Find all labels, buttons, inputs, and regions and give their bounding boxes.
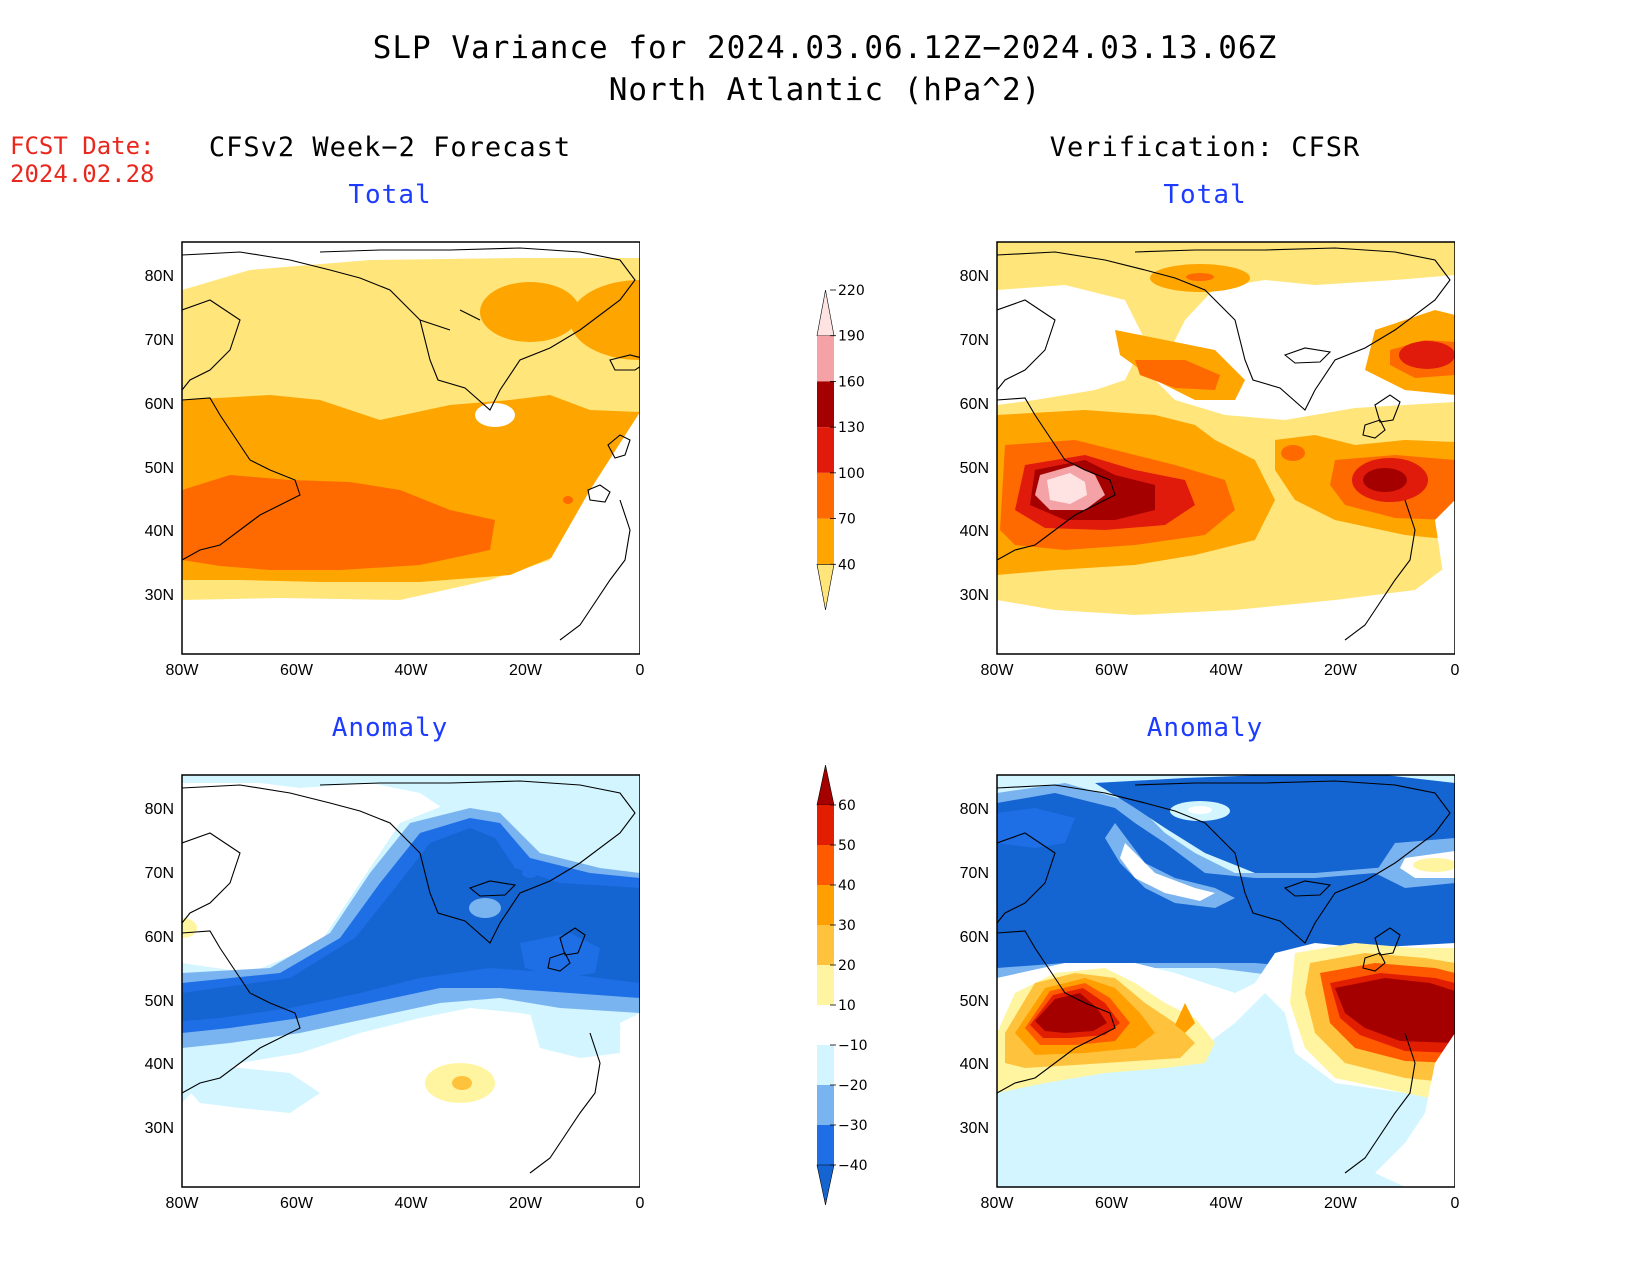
verification-total-lon-label: 20W [1324,662,1357,679]
verification-total-lat-label: 80N [959,268,989,286]
left-column-title: CFSv2 Week−2 Forecast [208,132,572,163]
colorbar-anomaly: −40 −30 −20 −10 10 20 30 40 50 60 [816,764,868,1206]
verification-total-lon-label: 0 [1450,662,1460,679]
verification-anomaly-lat-label: 30N [959,1120,989,1138]
colorbar-total-swatch [817,472,834,519]
verification-total-lon-label: 80W [980,662,1014,679]
forecast-anomaly-lat-label: 80N [144,801,174,819]
main-subtitle: North Atlantic (hPa^2) [608,72,1042,108]
map-forecast-total [181,241,640,655]
forecast-total-title: Total [348,180,432,210]
verification-anomaly-lat-label: 50N [959,992,989,1010]
colorbar-total: 40 70 100 130 160 190 220 [816,283,865,611]
forecast-total-lat-label: 80N [144,268,174,286]
colorbar-total-swatch [817,518,834,565]
colorbar-anomaly-swatch [817,805,834,845]
colorbar-total-label: 160 [838,374,865,390]
forecast-total-lon-label: 0 [635,662,645,679]
verification-total-lon-label: 40W [1209,662,1243,679]
right-column-title: Verification: CFSR [1049,132,1361,163]
colorbar-anomaly-swatch [817,1005,834,1045]
verification-anomaly-lon-label: 20W [1324,1195,1357,1212]
forecast-anomaly-lon-label: 40W [394,1195,428,1212]
forecast-total-lon-label: 40W [394,662,428,679]
colorbar-anomaly-label: 50 [838,838,856,854]
colorbar-total-label: 130 [838,420,865,436]
map-forecast-anomaly [181,774,640,1188]
colorbar-total-label: 220 [838,283,865,299]
forecast-anomaly-lat-label: 50N [144,992,174,1010]
fcst-date: 2024.02.28 [10,160,155,188]
colorbar-anomaly-swatch [817,845,834,885]
forecast-anomaly-lat-label: 70N [144,864,174,882]
forecast-total-lat-label: 70N [144,331,174,349]
forecast-total-lat-label: 60N [144,395,174,413]
colorbar-anomaly-label: 20 [838,958,856,974]
verification-total-lat-label: 30N [959,587,989,605]
verification-anomaly-lat-label: 60N [959,928,989,946]
colorbar-anomaly-label: 60 [838,798,856,814]
verification-anomaly-lon-label: 0 [1450,1195,1460,1212]
verification-total-lon-label: 60W [1095,662,1128,679]
forecast-total-lon-label: 60W [280,662,313,679]
forecast-total-lat-label: 40N [144,523,174,541]
colorbar-anomaly-label: 30 [838,918,856,934]
forecast-anomaly-lat-label: 40N [144,1056,174,1074]
colorbar-anomaly-label: −30 [838,1118,868,1134]
colorbar-total-swatch [816,563,835,611]
colorbar-anomaly-swatch [817,885,834,925]
verification-total-title: Total [1163,180,1247,210]
colorbar-total-swatch [817,427,834,473]
forecast-anomaly-lon-label: 80W [165,1195,199,1212]
verification-anomaly-lat-label: 40N [959,1056,989,1074]
colorbar-total-label: 100 [838,466,865,482]
verification-total-lat-label: 60N [959,395,989,413]
colorbar-anomaly-label: −40 [838,1158,868,1174]
forecast-total-lon-label: 80W [165,662,199,679]
colorbar-anomaly-swatch [817,1085,834,1125]
colorbar-total-swatch [817,381,834,428]
colorbar-anomaly-swatch [817,1045,834,1085]
colorbar-anomaly-label: −10 [838,1038,868,1054]
verification-anomaly-lon-label: 80W [980,1195,1014,1212]
verification-total-lat-label: 70N [959,331,989,349]
colorbar-anomaly-swatch [817,965,834,1005]
colorbar-anomaly-swatch [817,1125,834,1165]
forecast-anomaly-lon-label: 20W [509,1195,542,1212]
verification-anomaly-lat-label: 80N [959,801,989,819]
verification-anomaly-lon-label: 60W [1095,1195,1128,1212]
main-title: SLP Variance for 2024.03.06.12Z−2024.03.… [372,30,1278,66]
forecast-anomaly-lat-label: 30N [144,1120,174,1138]
fcst-label: FCST Date: [10,132,155,160]
colorbar-total-swatch [816,289,835,337]
colorbar-anomaly-label: −20 [838,1078,868,1094]
verification-anomaly-lat-label: 70N [959,864,989,882]
forecast-anomaly-title: Anomaly [331,713,449,743]
forecast-anomaly-lat-label: 60N [144,928,174,946]
colorbar-anomaly-swatch [816,1164,835,1206]
map-verification-anomaly [996,774,1455,1188]
verification-total-lat-label: 40N [959,523,989,541]
colorbar-total-label: 40 [838,557,856,573]
forecast-anomaly-lon-label: 60W [280,1195,313,1212]
colorbar-total-label: 190 [838,329,865,345]
colorbar-total-swatch [817,335,834,382]
forecast-total-lat-label: 50N [144,459,174,477]
verification-anomaly-lon-label: 40W [1209,1195,1243,1212]
colorbar-total-label: 70 [838,512,856,528]
colorbar-anomaly-swatch [817,925,834,965]
forecast-total-lon-label: 20W [509,662,542,679]
map-verification-total [996,241,1455,655]
forecast-total-lat-label: 30N [144,587,174,605]
colorbar-anomaly-label: 10 [838,998,856,1014]
colorbar-anomaly-label: 40 [838,878,856,894]
verification-total-lat-label: 50N [959,459,989,477]
forecast-anomaly-lon-label: 0 [635,1195,645,1212]
verification-anomaly-title: Anomaly [1146,713,1264,743]
colorbar-anomaly-swatch [816,764,835,806]
